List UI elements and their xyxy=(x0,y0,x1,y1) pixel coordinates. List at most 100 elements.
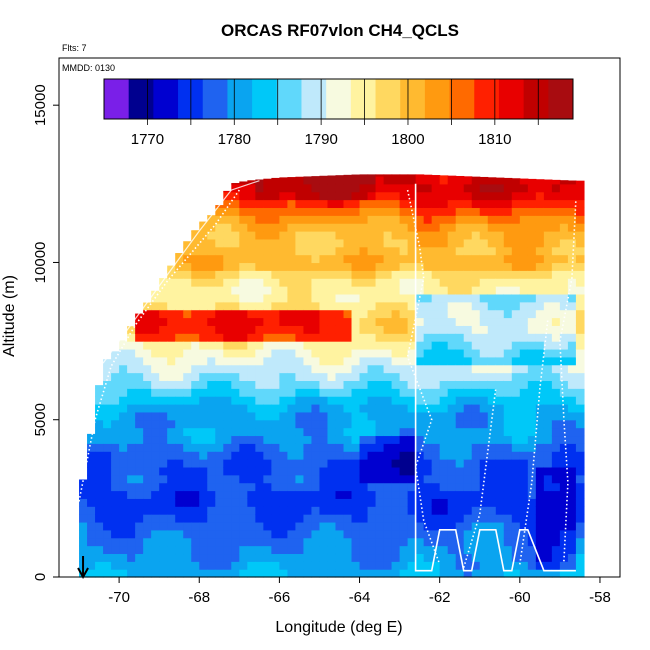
heatmap-cell xyxy=(311,474,321,484)
heatmap-cell xyxy=(447,231,457,240)
heatmap-cell xyxy=(327,364,337,374)
heatmap-cell xyxy=(567,451,577,460)
heatmap-cell xyxy=(479,199,489,209)
heatmap-cell xyxy=(327,207,337,216)
heatmap-cell xyxy=(431,231,441,240)
heatmap-cell xyxy=(487,514,497,523)
heatmap-cell xyxy=(391,459,401,468)
heatmap-cell xyxy=(279,278,288,287)
heatmap-cell xyxy=(455,356,465,366)
heatmap-cell xyxy=(551,411,561,421)
heatmap-cell xyxy=(383,482,393,492)
heatmap-cell xyxy=(439,404,449,413)
heatmap-cell xyxy=(295,364,305,374)
heatmap-cell xyxy=(327,309,337,319)
heatmap-cell xyxy=(503,262,513,271)
heatmap-cell xyxy=(303,466,313,476)
heatmap-cell xyxy=(335,341,345,350)
heatmap-cell xyxy=(127,482,136,492)
heatmap-cell xyxy=(575,459,585,468)
heatmap-cell xyxy=(143,325,152,334)
heatmap-cell xyxy=(423,474,433,484)
heatmap-cell xyxy=(343,293,353,303)
heatmap-cell xyxy=(119,396,128,405)
heatmap-cell xyxy=(287,372,297,382)
heatmap-cell xyxy=(351,183,361,193)
heatmap-cell xyxy=(527,231,537,240)
heatmap-cell xyxy=(191,301,200,311)
heatmap-cell xyxy=(231,396,240,405)
heatmap-cell xyxy=(215,435,224,444)
heatmap-cell xyxy=(215,364,224,374)
heatmap-cell xyxy=(471,309,481,319)
heatmap-cell xyxy=(287,286,297,295)
heatmap-cell xyxy=(199,309,208,319)
heatmap-cell xyxy=(463,364,473,374)
heatmap-cell xyxy=(503,443,513,452)
heatmap-cell xyxy=(407,301,417,311)
heatmap-cell xyxy=(199,223,208,232)
heatmap-cell xyxy=(311,372,321,382)
heatmap-cell xyxy=(343,215,353,224)
heatmap-cell xyxy=(239,356,248,366)
heatmap-cell xyxy=(463,514,473,523)
heatmap-cell xyxy=(463,191,473,201)
heatmap-cell xyxy=(327,466,337,476)
heatmap-cell xyxy=(471,419,481,429)
heatmap-cell xyxy=(431,553,441,562)
heatmap-cell xyxy=(511,482,521,492)
heatmap-cell xyxy=(167,427,176,437)
heatmap-cell xyxy=(479,293,489,303)
heatmap-cell xyxy=(471,270,481,279)
heatmap-cell xyxy=(407,466,417,476)
heatmap-cell xyxy=(399,380,409,389)
heatmap-cell xyxy=(567,388,577,397)
heatmap-cell xyxy=(359,435,369,444)
heatmap-cell xyxy=(455,411,465,421)
heatmap-cell xyxy=(567,498,577,507)
heatmap-cell xyxy=(287,364,297,374)
heatmap-cell xyxy=(143,404,152,413)
heatmap-cell xyxy=(543,286,553,295)
heatmap-cell xyxy=(207,309,216,319)
heatmap-cell xyxy=(527,474,537,484)
heatmap-cell xyxy=(359,333,369,342)
heatmap-cell xyxy=(247,262,256,271)
heatmap-cell xyxy=(319,199,329,209)
heatmap-cell xyxy=(479,183,489,193)
heatmap-cell xyxy=(127,506,136,515)
heatmap-cell xyxy=(463,498,473,507)
heatmap-cell xyxy=(183,325,192,334)
heatmap-cell xyxy=(391,537,401,547)
heatmap-cell xyxy=(111,356,120,366)
heatmap-cell xyxy=(567,490,577,499)
heatmap-cell xyxy=(295,506,305,515)
heatmap-cell xyxy=(383,254,393,264)
heatmap-cell xyxy=(407,262,417,271)
heatmap-cell xyxy=(511,364,521,374)
heatmap-cell xyxy=(303,435,313,444)
heatmap-cell xyxy=(263,506,272,515)
heatmap-cell xyxy=(295,270,305,279)
heatmap-cell xyxy=(375,553,385,562)
heatmap-cell xyxy=(223,553,232,562)
heatmap-cell xyxy=(279,419,288,429)
heatmap-cell xyxy=(503,569,513,578)
heatmap-cell xyxy=(407,356,417,366)
heatmap-cell xyxy=(279,183,288,193)
heatmap-cell xyxy=(295,301,305,311)
heatmap-cell xyxy=(391,309,401,319)
heatmap-cell xyxy=(423,490,433,499)
heatmap-cell xyxy=(575,482,585,492)
heatmap-cell xyxy=(551,372,561,382)
heatmap-cell xyxy=(455,459,465,468)
heatmap-cell xyxy=(159,372,168,382)
heatmap-cell xyxy=(503,427,513,437)
heatmap-cell xyxy=(319,293,329,303)
heatmap-cell xyxy=(431,498,441,507)
heatmap-cell xyxy=(367,569,377,578)
heatmap-cell xyxy=(343,174,353,177)
heatmap-cell xyxy=(407,207,417,216)
heatmap-cell xyxy=(183,521,192,531)
heatmap-cell xyxy=(351,262,361,271)
